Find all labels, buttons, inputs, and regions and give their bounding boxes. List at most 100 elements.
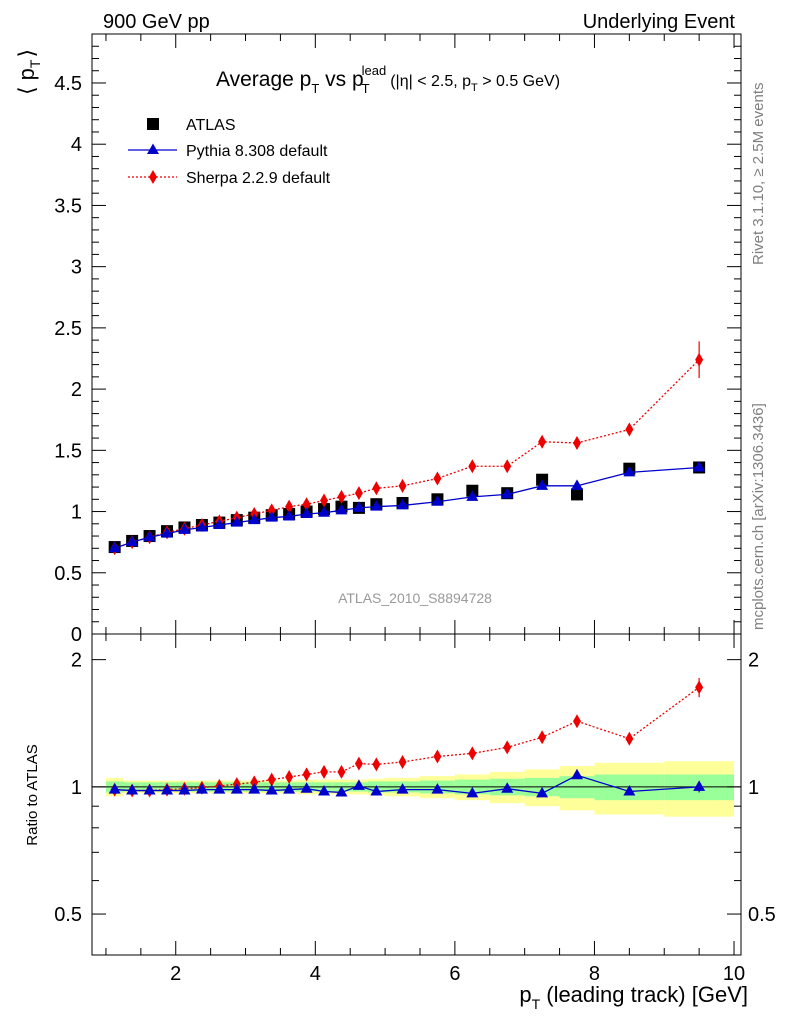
data-point	[230, 516, 243, 527]
data-point	[501, 487, 514, 499]
data-point	[195, 783, 208, 794]
y-tick-label: 0.5	[54, 563, 82, 585]
data-point	[161, 784, 174, 795]
data-point	[283, 509, 296, 521]
svg-text:⟨ pT⟩: ⟨ pT⟩	[14, 49, 43, 95]
y-tick-label: 3.5	[54, 195, 82, 217]
main-panel	[108, 341, 706, 556]
data-point	[267, 503, 276, 518]
data-point	[573, 714, 582, 729]
data-point	[250, 775, 259, 790]
data-point	[352, 501, 365, 512]
data-point	[370, 500, 383, 511]
data-point	[370, 784, 383, 796]
xlabel: pT (leading track) [GeV]	[519, 982, 748, 1012]
data-point	[538, 434, 547, 449]
data-point	[571, 768, 584, 780]
data-point	[398, 755, 407, 770]
data-point	[623, 784, 636, 796]
data-point	[372, 481, 381, 496]
legend-atlas-marker	[147, 118, 159, 130]
data-point	[536, 786, 549, 798]
data-point	[468, 746, 477, 761]
ratio-panel	[108, 677, 706, 798]
data-point	[213, 783, 226, 794]
y-tick-label: 4.5	[54, 73, 82, 95]
data-point	[265, 784, 278, 795]
data-point	[431, 783, 444, 794]
y-tick-label: 1	[71, 502, 82, 524]
data-point	[433, 749, 442, 764]
y-tick-label: 2	[71, 379, 82, 401]
y-tick-label: 0	[71, 624, 82, 646]
title-main-sub: T	[311, 81, 319, 96]
data-point	[571, 479, 584, 490]
series-line	[114, 686, 700, 792]
data-point	[213, 518, 226, 530]
data-point	[693, 460, 706, 472]
data-point	[396, 498, 409, 510]
data-point	[248, 513, 261, 525]
data-point	[433, 471, 442, 486]
data-point	[178, 523, 191, 534]
data-point	[300, 507, 313, 518]
data-point	[625, 422, 634, 437]
panel-frames: 2 4 6 8 10 0 0.5 1 1.5 2 2.5 3 3.5 4 4.5 0.5 0.5 1 1 2 2	[54, 33, 776, 985]
main-ylabel: ⟨ pT⟩	[14, 49, 43, 95]
ratio-y-tick-label: 2	[71, 650, 82, 672]
x-tick-label: 2	[170, 963, 181, 985]
title-vs-sub: T	[362, 81, 370, 96]
title-vs-sup: lead	[362, 63, 387, 78]
data-point	[335, 785, 348, 797]
data-point	[354, 486, 363, 501]
y-tick-label: 4	[71, 134, 82, 156]
data-point	[265, 511, 278, 522]
ylabel-right: ⟩	[14, 49, 39, 58]
data-point	[195, 520, 208, 532]
data-point	[248, 783, 261, 794]
legend-pythia-label: Pythia 8.308 default	[186, 143, 328, 160]
ratio-uncertainty-bands	[92, 761, 741, 817]
data-point	[126, 535, 139, 547]
title-cuts-a: (|η| < 2.5, p	[390, 73, 471, 90]
series-triangle	[108, 768, 706, 798]
data-point	[398, 478, 407, 493]
data-point	[695, 352, 704, 367]
series-diamond	[110, 341, 704, 556]
ratio-y-tick-label: 1	[71, 777, 82, 799]
data-point	[695, 680, 704, 695]
data-point	[501, 782, 514, 793]
data-point	[283, 783, 296, 794]
mcplots-label: mcplots.cern.ch [arXiv:1306.3436]	[750, 403, 767, 630]
data-point	[536, 479, 549, 490]
data-point	[693, 780, 706, 791]
ylabel-sub: T	[27, 59, 43, 68]
data-point	[571, 488, 584, 501]
data-point	[108, 783, 121, 794]
data-point	[285, 770, 294, 785]
data-point	[503, 459, 512, 474]
data-point	[178, 784, 191, 795]
ratio-y-tick-label-right: 0.5	[748, 904, 776, 926]
data-point	[623, 465, 636, 477]
xlabel-p: p	[519, 982, 531, 1007]
ratio-y-tick-label-right: 2	[748, 650, 759, 672]
data-point	[337, 764, 346, 779]
ylabel-left: ⟨ p	[14, 68, 39, 95]
data-point	[503, 740, 512, 755]
rivet-label: Rivet 3.1.10, ≥ 2.5M events	[750, 83, 767, 266]
data-point	[352, 779, 365, 790]
data-point	[318, 784, 331, 796]
ratio-ylabel: Ratio to ATLAS	[24, 744, 41, 845]
x-tick-label: 8	[589, 963, 600, 985]
data-point	[302, 497, 311, 512]
data-point	[143, 530, 156, 542]
y-tick-label: 2.5	[54, 318, 82, 340]
legend: ATLAS Pythia 8.308 default Sherpa 2.2.9 …	[128, 117, 331, 187]
xlabel-rest: (leading track) [GeV]	[540, 982, 748, 1007]
title-main: Average p	[216, 68, 311, 91]
data-point	[468, 459, 477, 474]
data-point	[161, 527, 174, 538]
data-point	[573, 435, 582, 450]
